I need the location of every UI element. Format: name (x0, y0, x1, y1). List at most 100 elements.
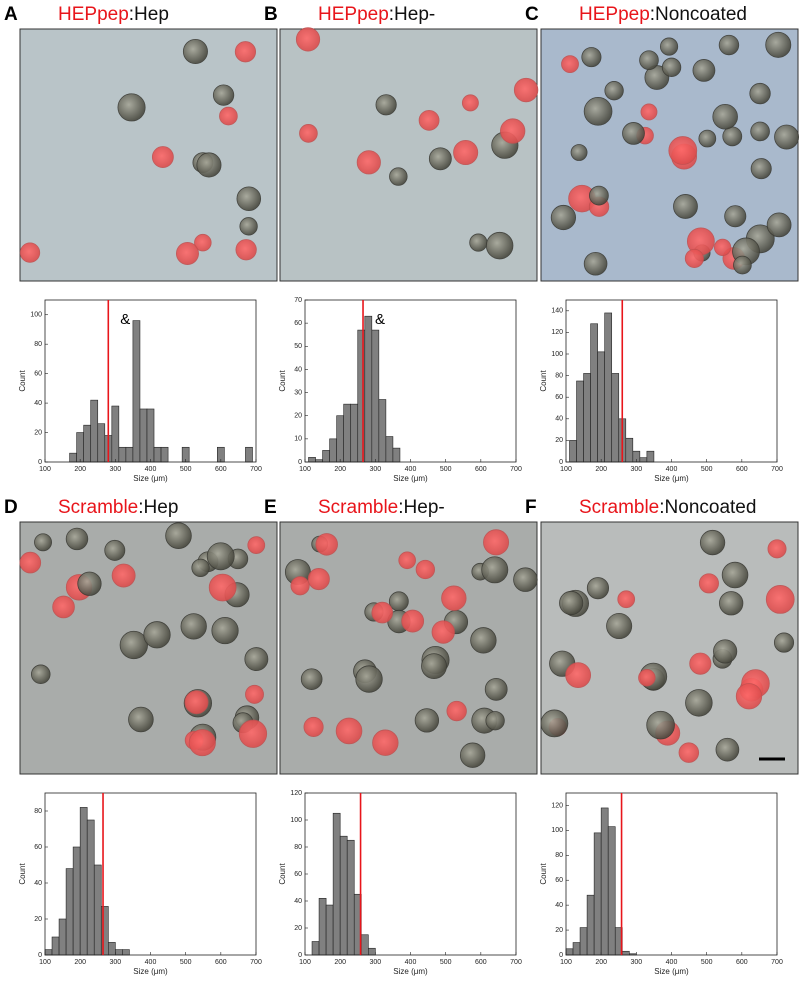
title-rest: :Hep- (398, 497, 444, 518)
y-tick-label: 20 (555, 927, 563, 934)
y-tick-label: 0 (298, 952, 302, 959)
spheroid (699, 529, 726, 556)
x-tick-label: 500 (701, 466, 713, 473)
bar (625, 437, 634, 463)
x-axis-label: Size (μm) (133, 967, 168, 976)
spheroid (773, 632, 795, 653)
y-tick-label: 60 (294, 871, 302, 878)
y-tick-label: 10 (294, 436, 302, 443)
title-rest: :Hep- (389, 4, 435, 25)
red-spheroid (245, 684, 264, 704)
y-tick-label: 40 (555, 416, 563, 423)
x-tick-label: 500 (180, 466, 192, 473)
red-spheroid (565, 662, 592, 688)
red-spheroid (303, 716, 324, 737)
spheroid (712, 103, 738, 130)
spheroid (513, 567, 538, 592)
panel-label: A (4, 4, 18, 25)
x-axis-label: Size (μm) (393, 967, 428, 976)
x-tick-label: 600 (215, 466, 227, 473)
x-tick-label: 700 (510, 466, 522, 473)
x-tick-label: 600 (736, 959, 748, 966)
spheroid (724, 205, 747, 228)
spheroid (388, 591, 409, 612)
x-tick-label: 200 (595, 466, 607, 473)
spheroid (622, 122, 645, 145)
y-tick-label: 60 (294, 320, 302, 327)
x-tick-label: 500 (440, 466, 452, 473)
title-rest: :Noncoated (650, 4, 747, 25)
bar (367, 947, 376, 956)
micrograph (19, 28, 278, 282)
y-tick-label: 50 (294, 343, 302, 350)
spheroid (470, 627, 497, 654)
spheroid (570, 144, 588, 161)
x-tick-label: 100 (39, 959, 51, 966)
bar (392, 447, 401, 463)
x-tick-label: 300 (369, 466, 381, 473)
red-spheroid (441, 585, 467, 611)
red-spheroid (194, 233, 212, 252)
panel-title: Scramble:Hep (58, 497, 178, 518)
y-tick-label: 20 (294, 925, 302, 932)
red-spheroid (698, 573, 719, 594)
x-tick-label: 500 (701, 959, 713, 966)
spheroid (485, 711, 505, 731)
spheroid (660, 37, 679, 56)
x-tick-label: 600 (215, 959, 227, 966)
spheroid (715, 737, 740, 762)
y-tick-label: 40 (555, 902, 563, 909)
spheroid (589, 185, 609, 206)
red-spheroid (401, 609, 425, 633)
spheroid (766, 212, 792, 238)
panel-title: HEPpep:Hep- (318, 4, 435, 25)
spheroid (414, 708, 440, 733)
x-tick-label: 300 (630, 466, 642, 473)
spheroid (673, 194, 698, 219)
y-tick-label: 80 (555, 372, 563, 379)
y-tick-label: 120 (551, 802, 563, 809)
x-tick-label: 200 (74, 466, 86, 473)
y-tick-label: 60 (555, 877, 563, 884)
spheroid (34, 533, 52, 552)
spheroid (719, 591, 744, 616)
bar (58, 918, 67, 956)
bar (350, 403, 359, 463)
bar (44, 949, 53, 956)
red-spheroid (446, 700, 467, 722)
x-tick-label: 700 (510, 959, 522, 966)
title-highlight: Scramble (318, 497, 398, 518)
title-highlight: Scramble (58, 497, 138, 518)
y-tick-label: 40 (294, 366, 302, 373)
bar (76, 432, 84, 463)
red-spheroid (453, 140, 479, 166)
x-tick-label: 400 (405, 959, 417, 966)
y-tick-label: 0 (559, 459, 563, 466)
title-rest: :Hep (129, 4, 169, 25)
red-spheroid (415, 559, 435, 580)
x-tick-label: 500 (180, 959, 192, 966)
red-spheroid (372, 729, 399, 756)
red-spheroid (638, 669, 656, 687)
bar (90, 399, 99, 463)
bar (79, 807, 88, 956)
red-spheroid (219, 106, 238, 126)
red-spheroid (500, 118, 526, 144)
red-spheroid (238, 719, 268, 748)
red-spheroid (247, 536, 266, 554)
bar (329, 438, 337, 463)
spheroid (484, 677, 508, 701)
spheroid (733, 255, 752, 275)
y-tick-label: 40 (294, 898, 302, 905)
y-tick-label: 100 (30, 312, 42, 319)
bar (115, 949, 123, 956)
micrograph (279, 27, 539, 282)
x-tick-label: 300 (630, 959, 642, 966)
y-tick-label: 80 (34, 808, 42, 815)
micrograph (19, 521, 278, 775)
bar (146, 408, 155, 463)
y-tick-label: 40 (34, 880, 42, 887)
red-spheroid (19, 551, 42, 574)
bar (346, 839, 355, 956)
